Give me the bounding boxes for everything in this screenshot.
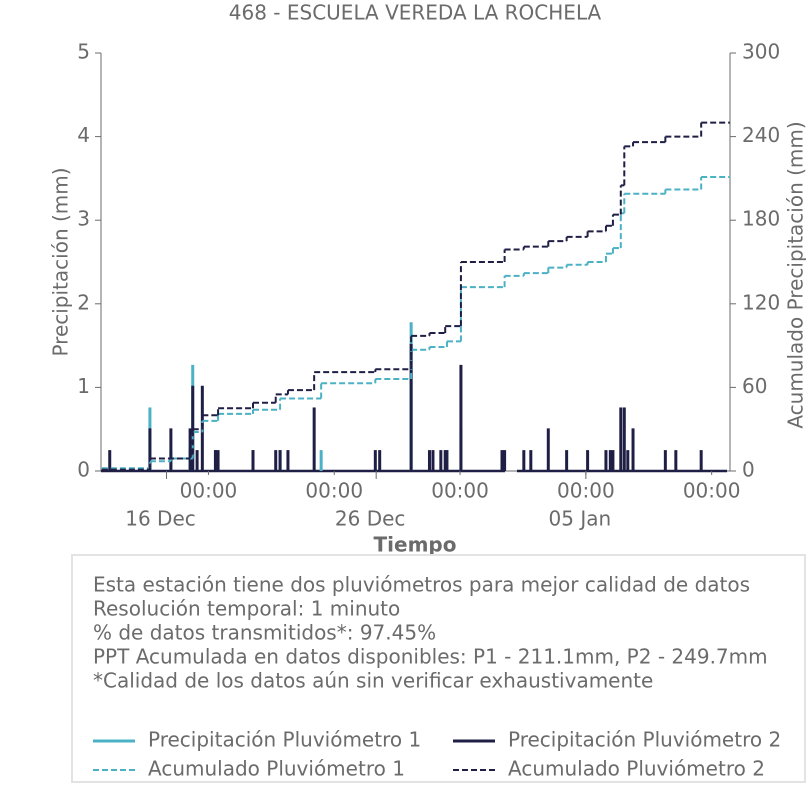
legend-label: Precipitación Pluviómetro 2 xyxy=(508,728,781,752)
info-note: Resolución temporal: 1 minuto xyxy=(93,597,400,621)
x-major-tick-label: 26 Dec xyxy=(335,507,406,531)
y-tick-label: 4 xyxy=(77,123,90,147)
y-tick-label: 0 xyxy=(77,458,90,482)
info-box xyxy=(71,554,806,783)
y-tick-label: 1 xyxy=(77,374,90,398)
legend-label: Precipitación Pluviómetro 1 xyxy=(148,728,421,752)
y-tick-label: 2 xyxy=(77,290,90,314)
x-axis-label: Tiempo xyxy=(374,533,457,557)
y-tick-label: 5 xyxy=(77,40,90,64)
x-tick-label: 00:00 xyxy=(305,479,363,503)
x-tick-label: 00:00 xyxy=(431,479,489,503)
info-note: Esta estación tiene dos pluviómetros par… xyxy=(93,573,750,597)
legend-label: Acumulado Pluviómetro 2 xyxy=(508,757,765,781)
chart-title: 468 - ESCUELA VEREDA LA ROCHELA xyxy=(229,1,602,25)
y-axis-label: Precipitación (mm) xyxy=(49,167,73,356)
y2-tick-label: 300 xyxy=(742,40,780,64)
info-note: % de datos transmitidos*: 97.45% xyxy=(93,621,436,645)
x-major-tick-label: 05 Jan xyxy=(549,507,612,531)
y2-tick-label: 180 xyxy=(742,207,780,231)
y2-axis-label: Acumulado Precipitación (mm) xyxy=(784,121,806,428)
info-note: PPT Acumulada en datos disponibles: P1 -… xyxy=(93,645,768,669)
x-major-tick-label: 16 Dec xyxy=(125,507,196,531)
legend-label: Acumulado Pluviómetro 1 xyxy=(148,757,405,781)
y2-tick-label: 120 xyxy=(742,290,780,314)
x-tick-label: 00:00 xyxy=(683,479,741,503)
y2-tick-label: 240 xyxy=(742,123,780,147)
y-tick-label: 3 xyxy=(77,207,90,231)
y2-tick-label: 0 xyxy=(742,458,755,482)
x-tick-label: 00:00 xyxy=(557,479,615,503)
y2-tick-label: 60 xyxy=(742,374,767,398)
x-tick-label: 00:00 xyxy=(180,479,238,503)
info-note: *Calidad de los datos aún sin verificar … xyxy=(93,669,653,693)
